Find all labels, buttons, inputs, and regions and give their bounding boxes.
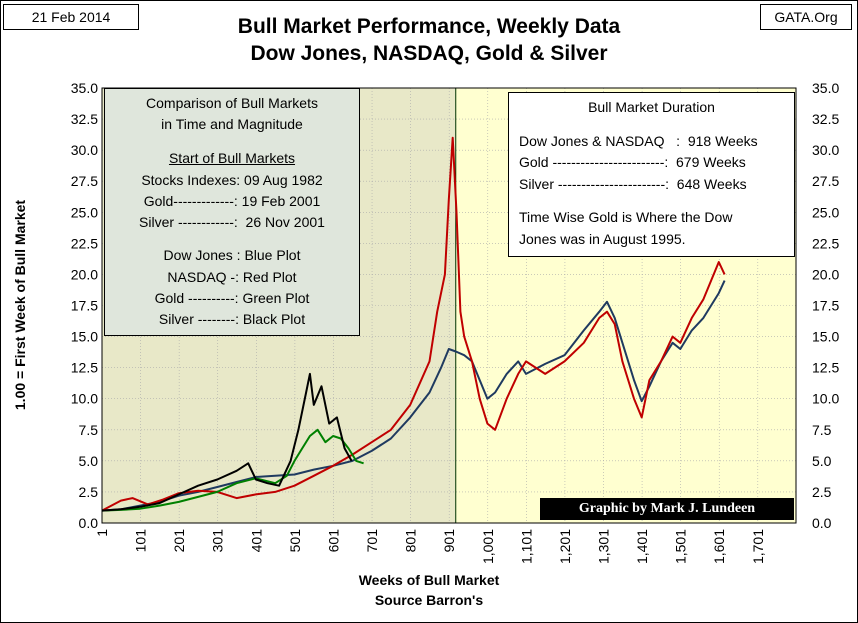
y-tick-label-left: 10.0 bbox=[71, 391, 98, 407]
x-tick-label: 1,301 bbox=[596, 529, 612, 564]
y-tick-label-left: 12.5 bbox=[71, 360, 98, 376]
y-tick-label-left: 27.5 bbox=[71, 173, 98, 189]
y-tick-label-right: 30.0 bbox=[812, 142, 839, 158]
y-tick-label-right: 17.5 bbox=[812, 298, 839, 314]
duration-note-line2: Jones was in August 1995. bbox=[519, 231, 686, 247]
series-line-nasdaq bbox=[101, 136, 726, 512]
x-tick-label: 101 bbox=[133, 529, 149, 553]
y-tick-label-right: 15.0 bbox=[812, 329, 839, 345]
y-tick-label-right: 22.5 bbox=[812, 235, 839, 251]
duration-gold: Gold ------------------------: 679 Weeks bbox=[519, 154, 746, 170]
y-tick-label-right: 35.0 bbox=[812, 80, 839, 96]
duration-title: Bull Market Duration bbox=[588, 99, 715, 115]
y-axis-label: 1.00 = First Week of Bull Market bbox=[12, 199, 28, 411]
y-tick-label-left: 35.0 bbox=[71, 80, 98, 96]
y-tick-label-right: 20.0 bbox=[812, 266, 839, 282]
legend-gold: Gold ----------: Green Plot bbox=[154, 290, 310, 306]
y-tick-label-left: 22.5 bbox=[71, 235, 98, 251]
plot-border bbox=[101, 87, 797, 524]
legend-silver: Silver --------: Black Plot bbox=[158, 311, 306, 327]
y-tick-label-right: 12.5 bbox=[812, 360, 839, 376]
legend-dow: Dow Jones : Blue Plot bbox=[163, 247, 301, 263]
x-tick-label: 201 bbox=[171, 529, 187, 553]
y-tick-label-right: 7.5 bbox=[812, 422, 832, 438]
x-tick-label: 1 bbox=[94, 529, 110, 537]
chart-title: Bull Market Performance, Weekly Data bbox=[237, 15, 621, 38]
comparison-silver-start: Silver ------------: 26 Nov 2001 bbox=[139, 214, 325, 230]
y-tick-label-right: 32.5 bbox=[812, 111, 839, 127]
chart-subtitle: Dow Jones, NASDAQ, Gold & Silver bbox=[250, 42, 608, 65]
x-tick-label: 801 bbox=[403, 529, 419, 553]
series-line-gold bbox=[101, 428, 364, 512]
duration-note-line1: Time Wise Gold is Where the Dow bbox=[519, 209, 733, 225]
y-tick-label-left: 2.5 bbox=[79, 484, 99, 500]
x-tick-label: 601 bbox=[325, 529, 341, 553]
x-tick-label: 1,201 bbox=[557, 529, 573, 564]
x-tick-label: 1,701 bbox=[750, 529, 766, 564]
y-tick-label-right: 10.0 bbox=[812, 391, 839, 407]
x-tick-label: 401 bbox=[248, 529, 264, 553]
comparison-line2: in Time and Magnitude bbox=[161, 116, 303, 132]
x-tick-label: 1,601 bbox=[711, 529, 727, 564]
legend-nasdaq: NASDAQ -: Red Plot bbox=[167, 269, 297, 285]
y-tick-label-right: 2.5 bbox=[812, 484, 832, 500]
y-tick-label-left: 5.0 bbox=[79, 453, 99, 469]
x-tick-label: 301 bbox=[210, 529, 226, 553]
comparison-gold-start: Gold-------------: 19 Feb 2001 bbox=[143, 193, 321, 209]
series-line-dow-jones bbox=[101, 280, 726, 512]
x-tick-label: 1,501 bbox=[673, 529, 689, 564]
y-tick-label-right: 0.0 bbox=[812, 515, 832, 531]
x-tick-label: 901 bbox=[441, 529, 457, 553]
date-label: 21 Feb 2014 bbox=[3, 4, 139, 30]
y-tick-label-left: 20.0 bbox=[71, 266, 98, 282]
y-tick-label-right: 5.0 bbox=[812, 453, 832, 469]
x-tick-label: 1,401 bbox=[634, 529, 650, 564]
y-tick-label-left: 25.0 bbox=[71, 204, 98, 220]
x-axis-label: Weeks of Bull Market bbox=[358, 572, 500, 588]
y-tick-label-left: 30.0 bbox=[71, 142, 98, 158]
x-tick-label: 1,101 bbox=[518, 529, 534, 564]
comparison-box: Comparison of Bull Markets in Time and M… bbox=[104, 88, 360, 336]
series-line-silver bbox=[101, 372, 353, 512]
x-tick-label: 501 bbox=[287, 529, 303, 553]
x-axis-source: Source Barron's bbox=[374, 592, 484, 608]
comparison-line1: Comparison of Bull Markets bbox=[146, 95, 318, 111]
comparison-heading: Start of Bull Markets bbox=[168, 150, 296, 166]
y-tick-label-right: 25.0 bbox=[812, 204, 839, 220]
duration-silver: Silver -----------------------: 648 Week… bbox=[519, 176, 747, 192]
duration-box: Bull Market Duration Dow Jones & NASDAQ … bbox=[508, 92, 795, 257]
duration-dow-nasdaq: Dow Jones & NASDAQ : 918 Weeks bbox=[519, 133, 758, 149]
y-tick-label-left: 7.5 bbox=[79, 422, 99, 438]
x-tick-label: 701 bbox=[364, 529, 380, 553]
tick-labels: 0.0 0.0 2.5 2.5 5.0 5.0 7.5 7.5 10.0 10.0 12.5 12.5… bbox=[71, 80, 840, 564]
source-label: GATA.Org bbox=[760, 4, 852, 30]
y-tick-label-left: 17.5 bbox=[71, 298, 98, 314]
series-layer bbox=[101, 136, 726, 512]
comparison-stocks-start: Stocks Indexes: 09 Aug 1982 bbox=[141, 172, 323, 188]
y-tick-label-right: 27.5 bbox=[812, 173, 839, 189]
graphic-credit: Graphic by Mark J. Lundeen bbox=[540, 498, 794, 520]
y-tick-label-left: 15.0 bbox=[71, 329, 98, 345]
y-tick-label-left: 0.0 bbox=[79, 515, 99, 531]
x-tick-label: 1,001 bbox=[480, 529, 496, 564]
y-tick-label-left: 32.5 bbox=[71, 111, 98, 127]
